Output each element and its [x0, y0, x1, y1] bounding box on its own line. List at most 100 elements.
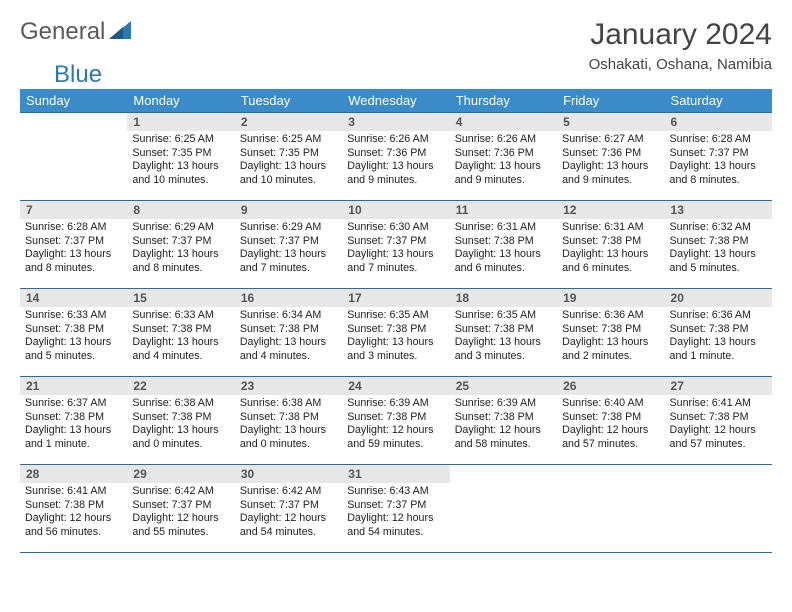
calendar-day-cell: 29Sunrise: 6:42 AMSunset: 7:37 PMDayligh… — [127, 465, 234, 553]
calendar-day-cell: 5Sunrise: 6:27 AMSunset: 7:36 PMDaylight… — [557, 113, 664, 201]
day-number: 15 — [127, 289, 234, 307]
calendar-day-cell: 24Sunrise: 6:39 AMSunset: 7:38 PMDayligh… — [342, 377, 449, 465]
calendar-day-cell: 16Sunrise: 6:34 AMSunset: 7:38 PMDayligh… — [235, 289, 342, 377]
calendar-table: Sunday Monday Tuesday Wednesday Thursday… — [20, 89, 772, 553]
day-text: Sunrise: 6:33 AMSunset: 7:38 PMDaylight:… — [127, 307, 234, 368]
calendar-day-cell: 9Sunrise: 6:29 AMSunset: 7:37 PMDaylight… — [235, 201, 342, 289]
calendar-day-cell: 15Sunrise: 6:33 AMSunset: 7:38 PMDayligh… — [127, 289, 234, 377]
calendar-day-cell: 4Sunrise: 6:26 AMSunset: 7:36 PMDaylight… — [450, 113, 557, 201]
weekday-header: Tuesday — [235, 89, 342, 113]
calendar-day-cell: 7Sunrise: 6:28 AMSunset: 7:37 PMDaylight… — [20, 201, 127, 289]
day-number: 31 — [342, 465, 449, 483]
logo-text-general: General — [20, 18, 105, 46]
calendar-day-cell: 22Sunrise: 6:38 AMSunset: 7:38 PMDayligh… — [127, 377, 234, 465]
calendar-week-row: 1Sunrise: 6:25 AMSunset: 7:35 PMDaylight… — [20, 113, 772, 201]
day-number: 27 — [665, 377, 772, 395]
logo-triangle-icon — [109, 21, 131, 44]
day-number: 19 — [557, 289, 664, 307]
calendar-day-cell: 30Sunrise: 6:42 AMSunset: 7:37 PMDayligh… — [235, 465, 342, 553]
calendar-day-cell: 26Sunrise: 6:40 AMSunset: 7:38 PMDayligh… — [557, 377, 664, 465]
day-text: Sunrise: 6:29 AMSunset: 7:37 PMDaylight:… — [235, 219, 342, 280]
calendar-day-cell: 17Sunrise: 6:35 AMSunset: 7:38 PMDayligh… — [342, 289, 449, 377]
calendar-day-cell: 1Sunrise: 6:25 AMSunset: 7:35 PMDaylight… — [127, 113, 234, 201]
day-text: Sunrise: 6:34 AMSunset: 7:38 PMDaylight:… — [235, 307, 342, 368]
calendar-day-cell: 31Sunrise: 6:43 AMSunset: 7:37 PMDayligh… — [342, 465, 449, 553]
day-number: 3 — [342, 113, 449, 131]
day-number: 23 — [235, 377, 342, 395]
day-text: Sunrise: 6:26 AMSunset: 7:36 PMDaylight:… — [450, 131, 557, 192]
day-number: 25 — [450, 377, 557, 395]
day-text: Sunrise: 6:25 AMSunset: 7:35 PMDaylight:… — [127, 131, 234, 192]
day-text: Sunrise: 6:28 AMSunset: 7:37 PMDaylight:… — [665, 131, 772, 192]
day-text: Sunrise: 6:26 AMSunset: 7:36 PMDaylight:… — [342, 131, 449, 192]
calendar-day-cell — [557, 465, 664, 553]
weekday-header: Sunday — [20, 89, 127, 113]
day-text: Sunrise: 6:42 AMSunset: 7:37 PMDaylight:… — [235, 483, 342, 544]
day-number — [20, 113, 127, 131]
day-number: 21 — [20, 377, 127, 395]
weekday-header: Friday — [557, 89, 664, 113]
logo: General — [20, 18, 133, 46]
weekday-header: Monday — [127, 89, 234, 113]
day-number: 2 — [235, 113, 342, 131]
day-text: Sunrise: 6:41 AMSunset: 7:38 PMDaylight:… — [665, 395, 772, 456]
calendar-day-cell: 8Sunrise: 6:29 AMSunset: 7:37 PMDaylight… — [127, 201, 234, 289]
weekday-header-row: Sunday Monday Tuesday Wednesday Thursday… — [20, 89, 772, 113]
calendar-week-row: 14Sunrise: 6:33 AMSunset: 7:38 PMDayligh… — [20, 289, 772, 377]
calendar-day-cell — [450, 465, 557, 553]
calendar-day-cell: 20Sunrise: 6:36 AMSunset: 7:38 PMDayligh… — [665, 289, 772, 377]
day-text: Sunrise: 6:39 AMSunset: 7:38 PMDaylight:… — [342, 395, 449, 456]
day-text: Sunrise: 6:40 AMSunset: 7:38 PMDaylight:… — [557, 395, 664, 456]
calendar-week-row: 21Sunrise: 6:37 AMSunset: 7:38 PMDayligh… — [20, 377, 772, 465]
day-text: Sunrise: 6:39 AMSunset: 7:38 PMDaylight:… — [450, 395, 557, 456]
day-number — [665, 465, 772, 483]
calendar-day-cell: 6Sunrise: 6:28 AMSunset: 7:37 PMDaylight… — [665, 113, 772, 201]
day-number: 5 — [557, 113, 664, 131]
day-number: 4 — [450, 113, 557, 131]
day-number: 22 — [127, 377, 234, 395]
calendar-day-cell: 11Sunrise: 6:31 AMSunset: 7:38 PMDayligh… — [450, 201, 557, 289]
title-block: January 2024 Oshakati, Oshana, Namibia — [589, 18, 772, 73]
day-number: 16 — [235, 289, 342, 307]
day-text: Sunrise: 6:25 AMSunset: 7:35 PMDaylight:… — [235, 131, 342, 192]
day-text: Sunrise: 6:38 AMSunset: 7:38 PMDaylight:… — [127, 395, 234, 456]
day-number: 20 — [665, 289, 772, 307]
calendar-day-cell: 10Sunrise: 6:30 AMSunset: 7:37 PMDayligh… — [342, 201, 449, 289]
calendar-day-cell: 18Sunrise: 6:35 AMSunset: 7:38 PMDayligh… — [450, 289, 557, 377]
day-number: 14 — [20, 289, 127, 307]
weekday-header: Saturday — [665, 89, 772, 113]
day-text: Sunrise: 6:41 AMSunset: 7:38 PMDaylight:… — [20, 483, 127, 544]
day-number: 9 — [235, 201, 342, 219]
day-text: Sunrise: 6:31 AMSunset: 7:38 PMDaylight:… — [557, 219, 664, 280]
logo-text-blue: Blue — [54, 61, 102, 89]
day-number: 30 — [235, 465, 342, 483]
day-number: 18 — [450, 289, 557, 307]
calendar-body: 1Sunrise: 6:25 AMSunset: 7:35 PMDaylight… — [20, 113, 772, 553]
day-number: 28 — [20, 465, 127, 483]
day-text: Sunrise: 6:29 AMSunset: 7:37 PMDaylight:… — [127, 219, 234, 280]
day-text: Sunrise: 6:35 AMSunset: 7:38 PMDaylight:… — [450, 307, 557, 368]
weekday-header: Wednesday — [342, 89, 449, 113]
day-text: Sunrise: 6:36 AMSunset: 7:38 PMDaylight:… — [557, 307, 664, 368]
calendar-day-cell: 21Sunrise: 6:37 AMSunset: 7:38 PMDayligh… — [20, 377, 127, 465]
calendar-day-cell: 12Sunrise: 6:31 AMSunset: 7:38 PMDayligh… — [557, 201, 664, 289]
calendar-week-row: 28Sunrise: 6:41 AMSunset: 7:38 PMDayligh… — [20, 465, 772, 553]
day-number — [557, 465, 664, 483]
day-text: Sunrise: 6:33 AMSunset: 7:38 PMDaylight:… — [20, 307, 127, 368]
day-number: 11 — [450, 201, 557, 219]
day-number: 29 — [127, 465, 234, 483]
day-number: 10 — [342, 201, 449, 219]
calendar-day-cell: 19Sunrise: 6:36 AMSunset: 7:38 PMDayligh… — [557, 289, 664, 377]
day-text: Sunrise: 6:31 AMSunset: 7:38 PMDaylight:… — [450, 219, 557, 280]
day-text: Sunrise: 6:35 AMSunset: 7:38 PMDaylight:… — [342, 307, 449, 368]
day-text: Sunrise: 6:38 AMSunset: 7:38 PMDaylight:… — [235, 395, 342, 456]
calendar-day-cell — [20, 113, 127, 201]
calendar-week-row: 7Sunrise: 6:28 AMSunset: 7:37 PMDaylight… — [20, 201, 772, 289]
calendar-day-cell: 27Sunrise: 6:41 AMSunset: 7:38 PMDayligh… — [665, 377, 772, 465]
day-number: 8 — [127, 201, 234, 219]
calendar-day-cell: 23Sunrise: 6:38 AMSunset: 7:38 PMDayligh… — [235, 377, 342, 465]
day-text: Sunrise: 6:43 AMSunset: 7:37 PMDaylight:… — [342, 483, 449, 544]
weekday-header: Thursday — [450, 89, 557, 113]
day-number: 13 — [665, 201, 772, 219]
day-text: Sunrise: 6:42 AMSunset: 7:37 PMDaylight:… — [127, 483, 234, 544]
